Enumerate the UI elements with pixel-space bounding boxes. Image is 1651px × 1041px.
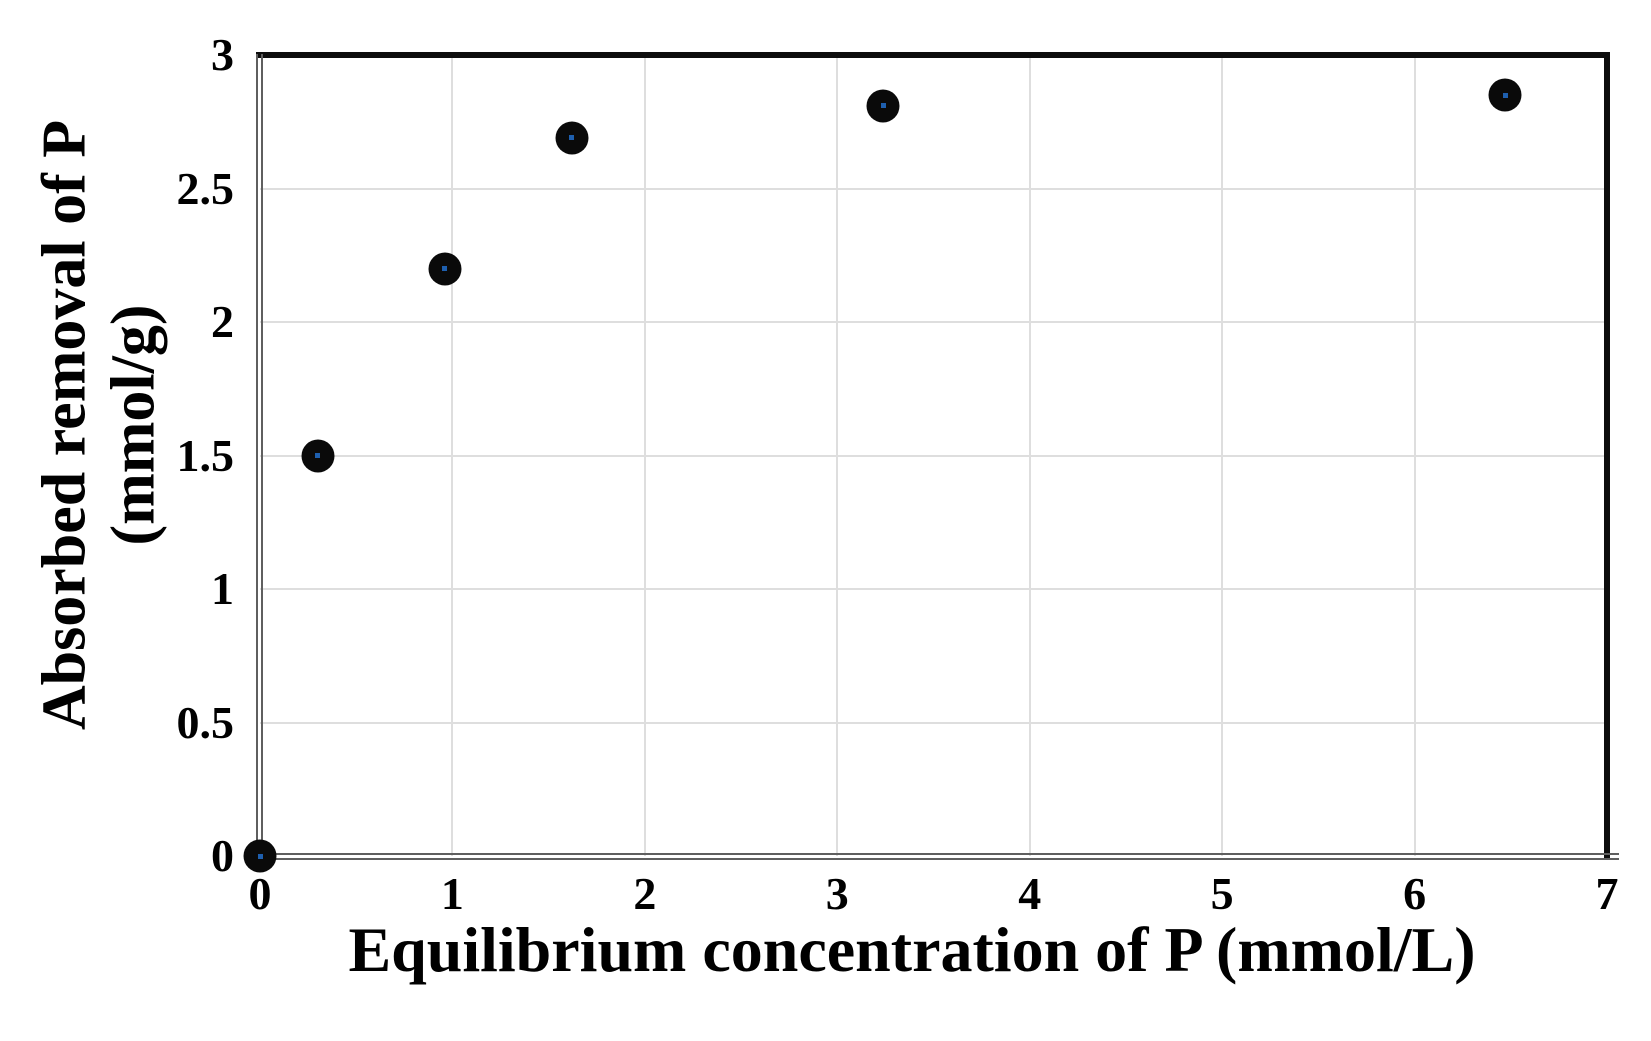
x-tick-label: 3 [825,868,849,919]
y-tick-label: 3 [211,29,234,80]
marker-center-dot [569,135,575,141]
gridline-horizontal [260,321,1607,323]
y-tick-label: 2.5 [176,162,235,214]
y-axis-line [256,54,263,860]
x-axis-line [256,853,1619,860]
data-point-marker [555,121,589,155]
data-point-marker [1488,78,1522,112]
x-axis-title: Equilibrium concentration of P (mmol/L) [348,914,1476,985]
gridline-horizontal [260,588,1607,590]
data-point-marker [301,439,335,472]
plot-border-top [256,52,1610,58]
marker-center-dot [880,103,886,109]
y-tick-label: 1.5 [176,429,235,481]
data-point-marker [243,839,277,873]
x-tick-label: 2 [633,868,657,919]
y-tick-label: 2 [211,296,234,347]
y-tick-label: 0.5 [176,696,235,748]
gridline-horizontal [260,187,1607,190]
x-tick-label: 0 [248,868,272,919]
x-tick-label: 1 [440,868,464,919]
y-tick-label: 1 [211,563,234,614]
x-tick-label: 6 [1403,868,1427,919]
x-tick-label: 7 [1595,868,1619,919]
marker-center-dot [315,453,321,458]
marker-center-dot [442,266,448,272]
plot-border-right [1604,52,1610,860]
marker-center-dot [257,853,263,859]
data-point-marker [866,89,900,123]
marker-center-dot [1502,92,1508,98]
gridline-horizontal [260,454,1607,457]
data-point-marker [428,252,462,286]
plot-area [243,52,1619,873]
x-tick-label: 5 [1210,868,1234,919]
x-tick-label: 4 [1018,868,1042,919]
gridline-horizontal [260,721,1607,724]
y-tick-label: 0 [211,830,234,881]
